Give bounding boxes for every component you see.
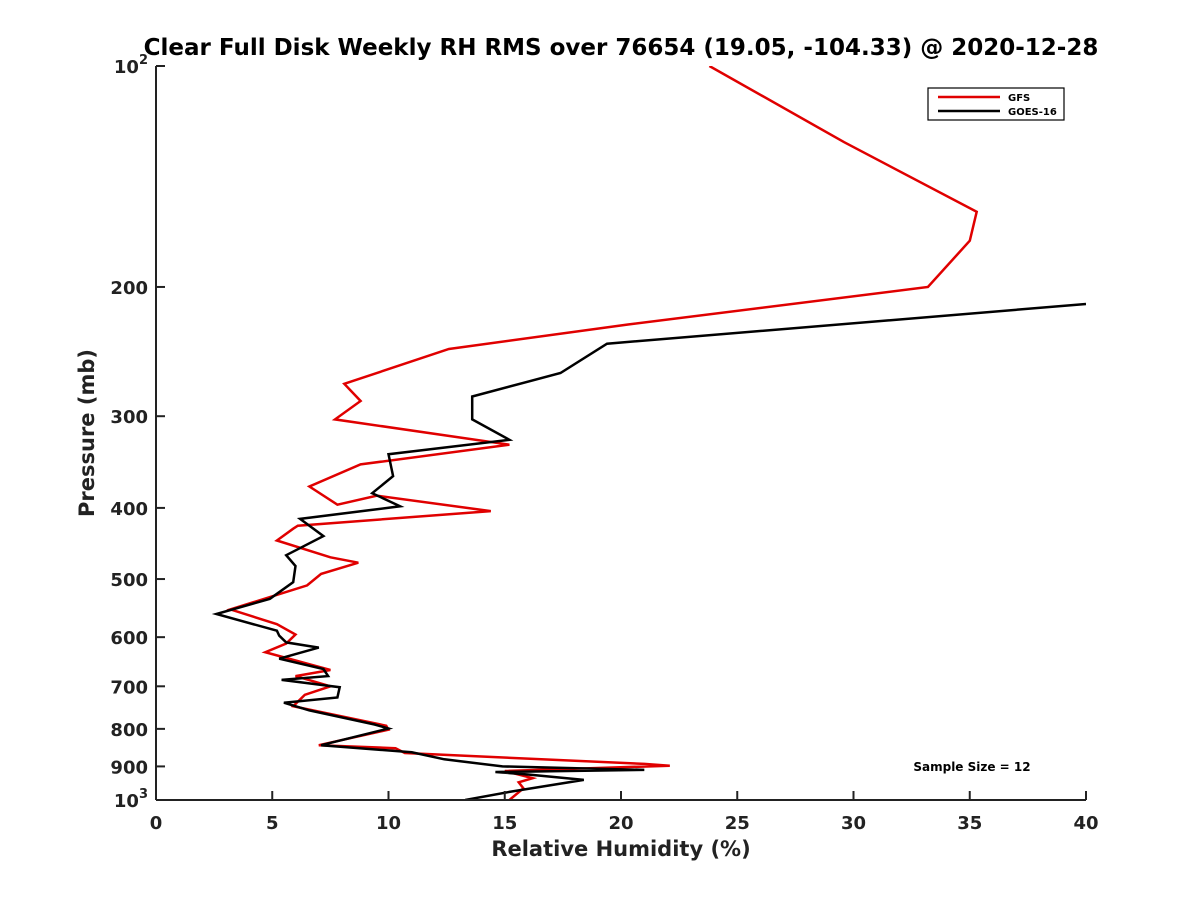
legend: GFS GOES-16	[927, 87, 1065, 121]
sample-size-annotation: Sample Size = 12	[913, 760, 1030, 774]
y-tick-label: 400	[110, 499, 148, 520]
y-tick-label: 200	[110, 278, 148, 299]
x-tick-label: 10	[376, 813, 401, 834]
y-tick-label: 300	[110, 407, 148, 428]
y-tick-label: 103	[114, 787, 148, 812]
x-axis-label: Relative Humidity (%)	[491, 837, 750, 861]
legend-label-gfs: GFS	[1008, 93, 1030, 104]
legend-label-goes16: GOES-16	[1008, 107, 1057, 118]
x-tick-label: 30	[841, 813, 866, 834]
y-axis-label: Pressure (mb)	[75, 349, 99, 517]
plot-area	[156, 66, 1086, 800]
x-tick-label: 15	[492, 813, 517, 834]
x-tick-label: 20	[608, 813, 633, 834]
axis-layer: 0 5 10 15 20 25 30 35 40 102 200 300 400 500 600 700 800…	[110, 53, 1098, 834]
series-layer	[211, 66, 1086, 800]
x-tick-label: 5	[266, 813, 279, 834]
x-tick-label: 0	[150, 813, 163, 834]
y-tick-label: 800	[110, 720, 148, 741]
y-tick-label: 900	[110, 757, 148, 778]
y-tick-label: 700	[110, 677, 148, 698]
y-tick-label: 600	[110, 628, 148, 649]
legend-box	[927, 87, 1065, 121]
y-tick-label: 102	[114, 53, 148, 78]
chart-title: Clear Full Disk Weekly RH RMS over 76654…	[144, 35, 1099, 61]
x-tick-label: 40	[1073, 813, 1098, 834]
y-tick-label: 500	[110, 570, 148, 591]
x-tick-label: 25	[725, 813, 750, 834]
x-tick-label: 35	[957, 813, 982, 834]
series-line-goes16	[211, 302, 1086, 800]
